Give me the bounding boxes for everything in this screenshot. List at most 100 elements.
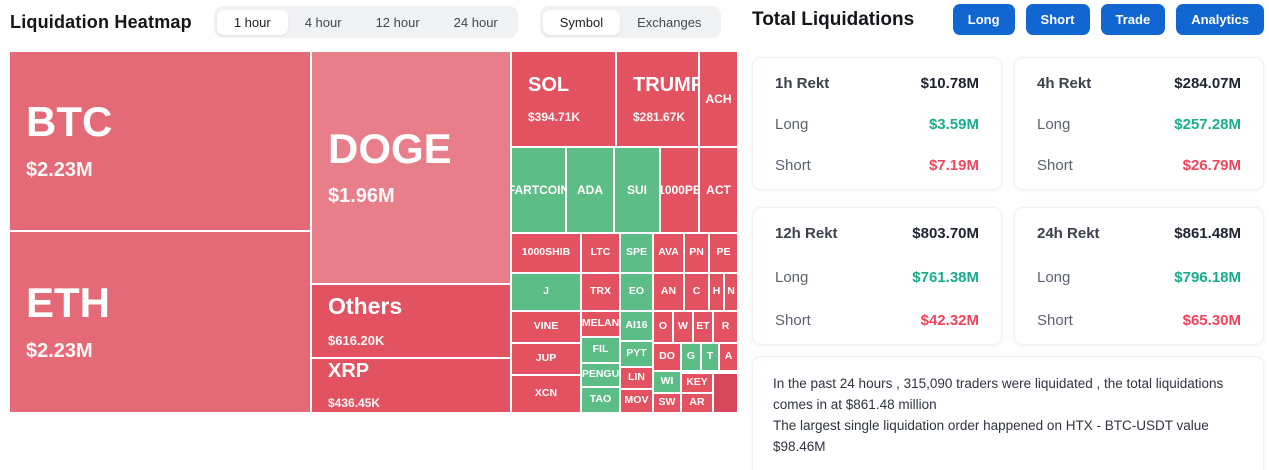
treemap-cell-eth[interactable]: ETH $2.23M xyxy=(10,232,310,412)
cell-value: $281.67K xyxy=(633,109,686,124)
cell-symbol: C xyxy=(692,285,701,298)
cell-symbol: N xyxy=(727,285,735,298)
treemap-cell-ar[interactable]: AR xyxy=(682,394,712,412)
cell-value: $2.23M xyxy=(26,339,93,362)
tab-1-hour[interactable]: 1 hour xyxy=(216,9,288,35)
cell-symbol: J xyxy=(543,285,549,298)
treemap-cell-ltc[interactable]: LTC xyxy=(582,234,619,272)
treemap-cell-pn[interactable]: PN xyxy=(685,234,708,272)
treemap-cell-trump[interactable]: TRUMP $281.67K xyxy=(617,52,698,146)
treemap-cell-lin[interactable]: LIN xyxy=(621,368,652,388)
treemap-cell-tao[interactable]: TAO xyxy=(582,388,619,412)
treemap-cell-ada[interactable]: ADA xyxy=(567,148,613,232)
cell-symbol: MOV xyxy=(624,394,649,407)
treemap-cell-xrp[interactable]: XRP $436.45K xyxy=(312,359,510,412)
long-value: $761.38M xyxy=(912,268,979,286)
cell-symbol: A xyxy=(724,350,733,363)
short-button[interactable]: Short xyxy=(1025,4,1090,35)
treemap-cell-pyt[interactable]: PYT xyxy=(621,342,652,366)
treemap-cell-sui[interactable]: SUI xyxy=(615,148,659,232)
cell-symbol: DO xyxy=(659,350,675,363)
cell-symbol: PE xyxy=(716,246,731,259)
cell-symbol: FIL xyxy=(592,343,609,356)
treemap-cell-fartcoin[interactable]: FARTCOIN xyxy=(512,148,565,232)
treemap-cell-1000shib[interactable]: 1000SHIB xyxy=(512,234,580,272)
cell-value: $616.20K xyxy=(328,332,385,348)
tab-4-hour[interactable]: 4 hour xyxy=(288,10,359,35)
treemap-cell-et[interactable]: ET xyxy=(694,312,712,342)
treemap-cell-melan[interactable]: MELAN xyxy=(582,312,619,336)
treemap-cell-sol[interactable]: SOL $394.71K xyxy=(512,52,615,146)
card-label: 1h Rekt xyxy=(775,75,830,92)
cell-symbol: XRP xyxy=(328,360,370,382)
treemap-cell-j[interactable]: J xyxy=(512,274,580,310)
short-value: $7.19M xyxy=(928,157,979,174)
analytics-button[interactable]: Analytics xyxy=(1176,4,1264,35)
cell-symbol: AI16 xyxy=(625,319,648,332)
treemap-cell-ai16[interactable]: AI16 xyxy=(621,312,652,340)
treemap-cell-unlabeled[interactable] xyxy=(714,374,737,412)
cell-symbol: SUI xyxy=(626,182,647,197)
cell-symbol: MELAN xyxy=(582,317,619,330)
long-value: $257.28M xyxy=(1174,116,1241,133)
treemap-cell-doge[interactable]: DOGE $1.96M xyxy=(312,52,510,283)
treemap-cell-c[interactable]: C xyxy=(685,274,708,310)
treemap-cell-n[interactable]: N xyxy=(725,274,737,310)
rekt-cards: 1h Rekt $10.78M Long $3.59M Short $7.19M 4h… xyxy=(752,57,1264,345)
liquidation-treemap: BTC $2.23M ETH $2.23M DOGE $1.96M Others $616.2… xyxy=(10,52,737,412)
long-value: $796.18M xyxy=(1174,268,1241,286)
long-value: $3.59M xyxy=(928,116,979,133)
short-label: Short xyxy=(1037,157,1073,174)
treemap-cell-trx[interactable]: TRX xyxy=(582,274,619,310)
treemap-cell-ach[interactable]: ACH xyxy=(700,52,737,146)
card-total: $803.70M xyxy=(912,225,979,242)
short-value: $65.30M xyxy=(1182,312,1241,329)
treemap-cell-ava[interactable]: AVA xyxy=(654,234,683,272)
card-total: $10.78M xyxy=(920,75,979,92)
treemap-cell-a[interactable]: A xyxy=(720,344,737,370)
cell-symbol: 1000SHIB xyxy=(521,246,571,259)
treemap-cell-xcn[interactable]: XCN xyxy=(512,376,580,412)
treemap-cell-wi[interactable]: WI xyxy=(654,372,680,392)
treemap-cell-pe[interactable]: PE xyxy=(710,234,737,272)
treemap-cell-act[interactable]: ACT xyxy=(700,148,737,232)
treemap-cell-mov[interactable]: MOV xyxy=(621,390,652,412)
treemap-cell-h[interactable]: H xyxy=(710,274,723,310)
cell-symbol: TAO xyxy=(589,393,612,406)
tab-symbol[interactable]: Symbol xyxy=(542,9,621,35)
tab-exchanges[interactable]: Exchanges xyxy=(620,10,718,35)
tab-12-hour[interactable]: 12 hour xyxy=(359,10,437,35)
treemap-cell-do[interactable]: DO xyxy=(654,344,680,370)
trade-button[interactable]: Trade xyxy=(1100,4,1166,35)
treemap-cell-o[interactable]: O xyxy=(654,312,672,342)
treemap-cell-1000pe[interactable]: 1000PE xyxy=(661,148,698,232)
cell-symbol: ACT xyxy=(706,182,731,197)
treemap-cell-eo[interactable]: EO xyxy=(621,274,652,310)
treemap-cell-w[interactable]: W xyxy=(674,312,692,342)
treemap-cell-vine[interactable]: VINE xyxy=(512,312,580,342)
cell-symbol: AVA xyxy=(658,246,679,259)
cell-symbol: TRUMP xyxy=(633,73,698,96)
treemap-cell-pengu[interactable]: PENGU xyxy=(582,364,619,386)
treemap-cell-others[interactable]: Others $616.20K xyxy=(312,285,510,357)
cell-value: $2.23M xyxy=(26,158,93,181)
treemap-cell-g[interactable]: G xyxy=(682,344,700,370)
long-label: Long xyxy=(775,116,809,133)
treemap-cell-btc[interactable]: BTC $2.23M xyxy=(10,52,310,230)
treemap-cell-spe[interactable]: SPE xyxy=(621,234,652,272)
treemap-cell-jup[interactable]: JUP xyxy=(512,344,580,374)
treemap-cell-key[interactable]: KEY xyxy=(682,374,712,392)
treemap-cell-sw[interactable]: SW xyxy=(654,394,680,412)
treemap-cell-fil[interactable]: FIL xyxy=(582,338,619,362)
tab-24-hour[interactable]: 24 hour xyxy=(437,10,515,35)
cell-symbol: T xyxy=(706,350,714,363)
treemap-cell-r[interactable]: R xyxy=(714,312,737,342)
cell-symbol: W xyxy=(678,320,688,333)
treemap-cell-an[interactable]: AN xyxy=(654,274,683,310)
short-label: Short xyxy=(775,157,811,174)
cell-symbol: JUP xyxy=(535,352,557,365)
cell-symbol: WI xyxy=(660,375,674,388)
treemap-cell-t[interactable]: T xyxy=(702,344,718,370)
long-button[interactable]: Long xyxy=(952,4,1015,35)
